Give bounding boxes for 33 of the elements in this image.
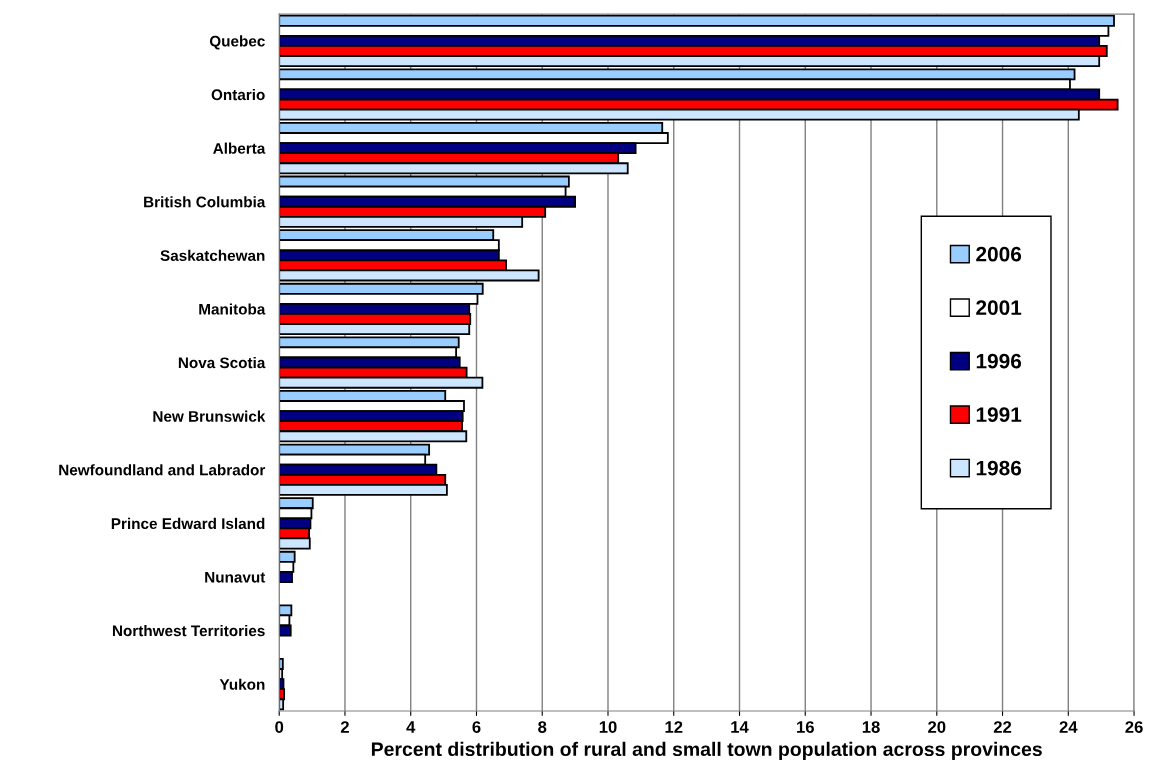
x-tick-label: 4 [406, 721, 416, 733]
legend-label: 2006 [976, 246, 1022, 262]
x-tick-label: 16 [797, 721, 814, 733]
y-tick-label: Prince Edward Island [111, 517, 265, 530]
legend-label: 2001 [976, 300, 1022, 315]
y-tick-label: Alberta [213, 142, 266, 154]
y-tick-label: Nunavut [205, 571, 266, 583]
x-tick-label: 22 [993, 721, 1012, 733]
x-tick-label: 14 [731, 721, 749, 733]
y-tick-label: Yukon [219, 678, 265, 690]
x-tick-label: 26 [1125, 721, 1143, 733]
y-tick-label: Nova Scotia [178, 356, 266, 369]
x-tick-label: 20 [928, 721, 946, 733]
x-tick-label: 24 [1059, 721, 1078, 733]
x-tick-label: 18 [862, 721, 880, 733]
legend-label: 1986 [976, 460, 1022, 476]
x-tick-label: 0 [275, 721, 284, 733]
y-tick-label: British Columbia [144, 196, 266, 208]
y-tick-label: Northwest Territories [112, 625, 265, 637]
legend-label: 1991 [976, 407, 1022, 422]
x-tick-label: 6 [472, 721, 481, 733]
x-tick-label: 2 [340, 721, 349, 733]
x-axis-title: Percent distribution of rural and small town population across provinces [371, 741, 1042, 760]
x-tick-label: 12 [665, 721, 683, 733]
legend-label: 1996 [976, 353, 1022, 369]
x-tick-label: 8 [538, 721, 547, 733]
y-tick-label: Quebec [209, 35, 265, 50]
y-tick-label: Ontario [211, 88, 265, 101]
y-tick-label: New Brunswick [153, 410, 266, 422]
y-tick-label: Manitoba [199, 303, 266, 315]
y-tick-label: Newfoundland and Labrador [59, 464, 266, 476]
x-tick-label: 10 [599, 721, 617, 733]
y-tick-label: Saskatchewan [160, 249, 265, 261]
